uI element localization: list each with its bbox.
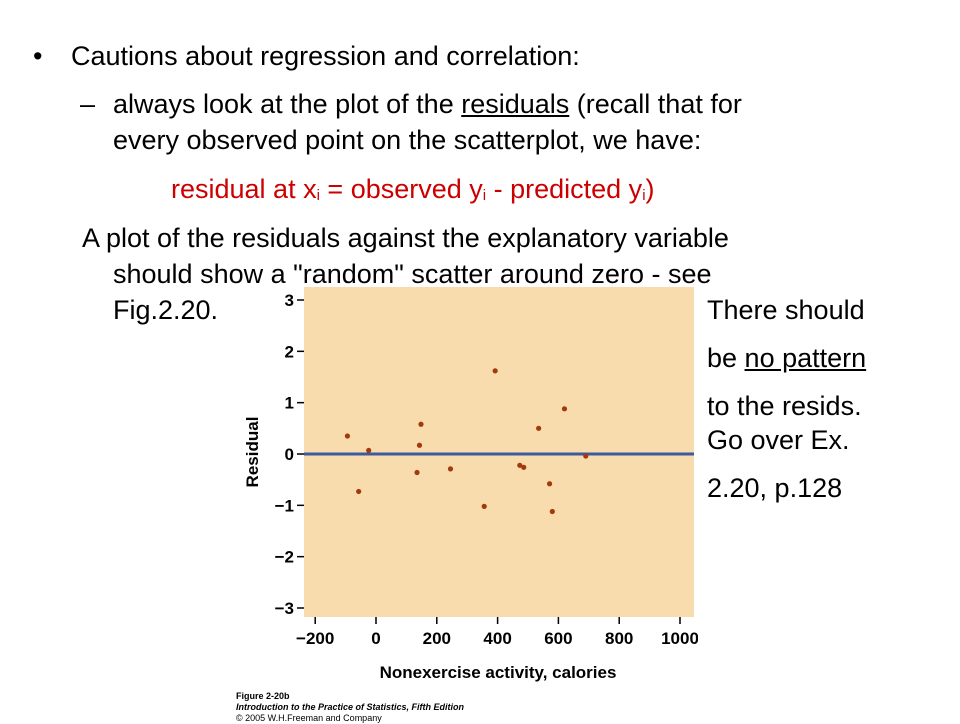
dash-line-1: always look at the plot of the residuals… bbox=[113, 88, 742, 121]
data-point bbox=[447, 466, 454, 472]
data-point bbox=[356, 488, 362, 495]
x-tick-label: 400 bbox=[483, 629, 511, 648]
data-point bbox=[492, 368, 498, 374]
data-point bbox=[583, 453, 589, 459]
x-tick-label: 0 bbox=[371, 629, 380, 648]
y-axis-label: Residual bbox=[243, 417, 262, 488]
y-tick-label: 1 bbox=[285, 394, 294, 413]
dash-line-1-post: (recall that for bbox=[569, 89, 742, 119]
plot-area bbox=[304, 287, 694, 617]
paragraph-line-1: A plot of the residuals against the expl… bbox=[82, 223, 729, 253]
caption-book-title: Introduction to the Practice of Statisti… bbox=[236, 702, 465, 712]
x-axis: −200 0 200 400 600 800 1000 bbox=[296, 617, 698, 648]
x-tick-label: 800 bbox=[605, 629, 633, 648]
x-axis-label: Nonexercise activity, calories bbox=[380, 663, 617, 682]
data-point bbox=[521, 464, 527, 470]
formula-part-2: = observed y bbox=[319, 174, 483, 204]
data-point bbox=[549, 508, 555, 515]
x-tick-label: 1000 bbox=[661, 629, 698, 648]
data-point bbox=[481, 503, 487, 509]
side-note-2: be no pattern bbox=[707, 342, 866, 375]
formula-part-3: - predicted y bbox=[486, 174, 643, 204]
data-point bbox=[517, 462, 523, 468]
side-note-4: Go over Ex. bbox=[707, 425, 850, 455]
formula-part-1: residual at x bbox=[171, 174, 317, 204]
side-note-1: There should bbox=[707, 295, 865, 325]
x-tick-label: 200 bbox=[423, 629, 451, 648]
y-tick-label: −1 bbox=[275, 496, 294, 515]
data-point bbox=[416, 442, 423, 448]
figure-caption: Figure 2-20b Introduction to the Practic… bbox=[236, 691, 464, 724]
dash-marker: – bbox=[80, 89, 96, 119]
paragraph-line-2: should show a "random" scatter around ze… bbox=[113, 259, 712, 289]
y-axis: 3 2 1 0 −1 −2 −3 bbox=[275, 291, 304, 618]
x-tick-label: −200 bbox=[296, 629, 334, 648]
bullet-marker: • bbox=[33, 41, 43, 71]
data-point bbox=[546, 481, 553, 487]
data-point bbox=[414, 469, 420, 476]
residuals-underlined: residuals bbox=[461, 89, 570, 119]
side-note-3: to the resids. bbox=[707, 391, 862, 421]
data-point bbox=[418, 421, 424, 427]
y-tick-label: 3 bbox=[285, 291, 294, 310]
residual-formula: residual at xi = observed yi - predicted… bbox=[171, 173, 655, 206]
y-tick-label: 2 bbox=[285, 342, 294, 361]
y-tick-label: 0 bbox=[285, 445, 294, 464]
x-tick-label: 600 bbox=[544, 629, 572, 648]
formula-sub-3: i bbox=[642, 187, 646, 204]
formula-sub-2: i bbox=[482, 187, 487, 204]
y-tick-label: −2 bbox=[275, 548, 294, 567]
y-tick-label: −3 bbox=[275, 599, 294, 618]
formula-part-4: ) bbox=[645, 174, 655, 204]
formula-sub-1: i bbox=[316, 187, 320, 204]
data-points bbox=[344, 368, 589, 515]
caption-figure-number: Figure 2-20b bbox=[236, 691, 290, 701]
data-point bbox=[561, 406, 568, 412]
caption-copyright: © 2005 W.H.Freeman and Company bbox=[236, 713, 382, 723]
side-note-2-pre: be bbox=[707, 343, 745, 373]
dash-line-2: every observed point on the scatterplot,… bbox=[113, 125, 702, 155]
dash-line-1-pre: always look at the plot of the bbox=[113, 89, 462, 119]
data-point bbox=[536, 425, 542, 431]
side-note-5: 2.20, p.128 bbox=[707, 473, 843, 503]
no-pattern-underlined: no pattern bbox=[744, 343, 867, 373]
data-point bbox=[344, 433, 351, 439]
residual-plot-figure: 3 2 1 0 −1 −2 −3 −200 0 200 400 600 800 1000 Residua… bbox=[228, 285, 698, 685]
bullet-heading: Cautions about regression and correlatio… bbox=[71, 41, 580, 71]
data-point bbox=[366, 447, 372, 454]
paragraph-line-3: Fig.2.20. bbox=[113, 295, 219, 325]
